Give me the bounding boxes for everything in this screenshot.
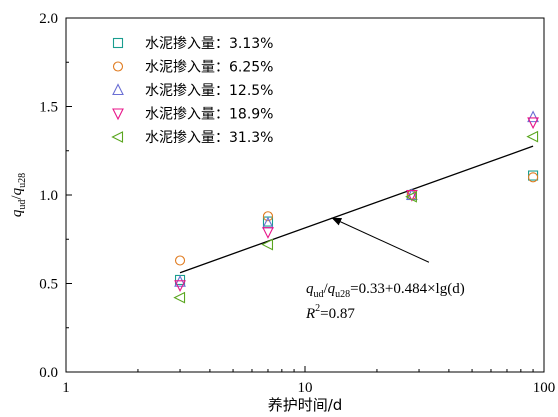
legend-label: 水泥掺入量：31.3% [145, 129, 273, 146]
data-point [261, 238, 274, 251]
data-point [174, 255, 186, 266]
data-point [526, 130, 539, 143]
legend-label: 水泥掺入量：3.13% [145, 35, 273, 52]
x-tick-label: 1 [62, 380, 70, 396]
legend-marker [112, 83, 124, 96]
y-tick-label: 0.5 [39, 277, 58, 293]
data-point [173, 291, 186, 304]
data-point [405, 190, 417, 203]
y-tick-label: 0.0 [39, 365, 58, 381]
x-axis: 1 10 100 [62, 366, 555, 396]
y-axis: 0.0 0.5 1.0 1.5 2.0 [39, 11, 72, 381]
data-point [527, 117, 539, 130]
r2-annotation: R2=0.87 [305, 303, 355, 322]
plot-frame [65, 17, 545, 373]
y-tick-label: 2.0 [39, 11, 58, 27]
annotation-arrow [331, 217, 430, 263]
data-point [262, 227, 274, 239]
y-tick-label: 1.5 [39, 100, 58, 116]
x-tick-label: 100 [533, 380, 556, 396]
legend-label: 水泥掺入量：18.9% [145, 106, 273, 123]
data-point [262, 211, 274, 222]
equation-annotation: qud/qu28=0.33+0.484×lg(d) [306, 281, 465, 300]
legend: 水泥掺入量：3.13% 水泥掺入量：6.25% 水泥掺入量：12.5% 水泥掺入量：1… [111, 35, 273, 146]
data-point [527, 110, 539, 123]
data-point [528, 172, 539, 183]
data-point [174, 280, 186, 292]
legend-marker [112, 37, 124, 49]
legend-marker [112, 108, 124, 121]
legend-label: 水泥掺入量：12.5% [145, 82, 273, 99]
fit-line [179, 145, 534, 274]
legend-marker [111, 131, 124, 143]
x-axis-title: 养护时间/d [268, 396, 343, 414]
y-tick-label: 1.0 [39, 188, 58, 204]
x-tick-label: 10 [298, 380, 313, 396]
legend-marker [112, 61, 124, 72]
legend-label: 水泥掺入量：6.25% [145, 59, 273, 76]
y-axis-title: qud/qu28 [9, 173, 28, 217]
data-points [173, 110, 539, 304]
